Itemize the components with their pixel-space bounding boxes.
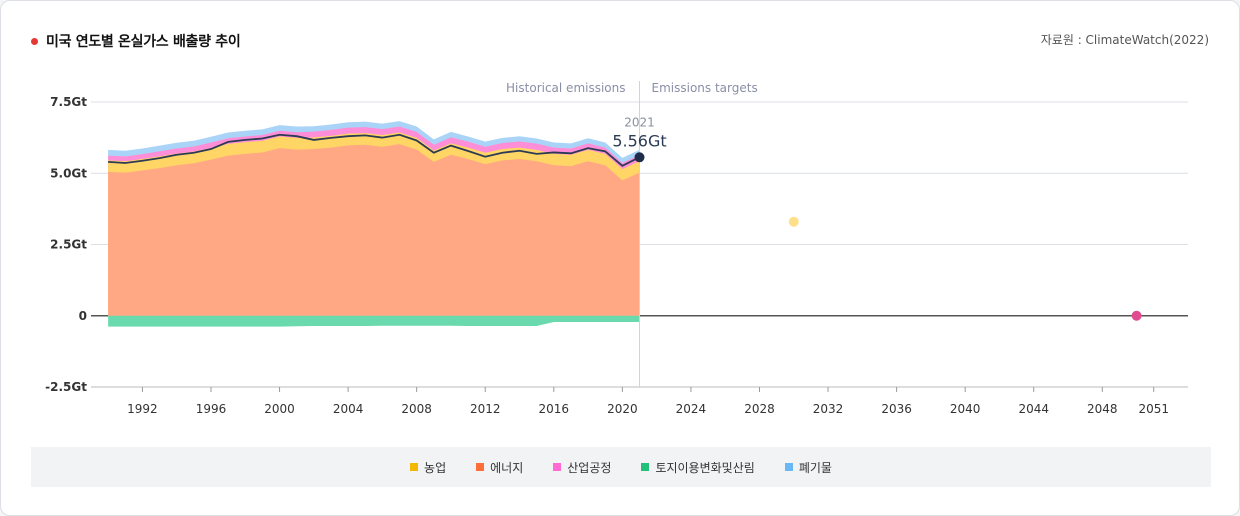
legend-item[interactable]: 에너지 — [476, 459, 523, 476]
x-tick-label: 2020 — [607, 402, 638, 416]
x-tick-label: 2012 — [470, 402, 501, 416]
y-tick-label: -2.5Gt — [45, 380, 87, 394]
highlight-point — [634, 152, 645, 163]
x-tick-label: 2016 — [539, 402, 570, 416]
legend-item[interactable]: 농업 — [410, 459, 446, 476]
y-tick-label: 7.5Gt — [50, 95, 87, 109]
x-tick-label: 1996 — [196, 402, 227, 416]
source-label: 자료원 : ClimateWatch(2022) — [1040, 33, 1209, 47]
y-tick-label: 5.0Gt — [50, 166, 87, 180]
x-tick-label: 2036 — [881, 402, 912, 416]
legend-label: 농업 — [424, 460, 447, 475]
legend-label: 에너지 — [490, 460, 524, 475]
net-total-line — [108, 133, 640, 167]
area-landuse — [108, 315, 640, 327]
x-tick-label: 2028 — [744, 402, 775, 416]
title-row: 미국 연도별 온실가스 배출량 추이 — [31, 31, 241, 51]
title-bullet-icon — [31, 37, 38, 45]
target-marker-2050 — [1131, 310, 1142, 321]
x-tick-label: 2040 — [950, 402, 981, 416]
legend-label: 토지이용변화및산림 — [655, 460, 755, 475]
legend-label: 산업공정 — [567, 460, 612, 475]
x-tick-label: 2008 — [401, 402, 432, 416]
y-tick-label: 0 — [79, 309, 87, 323]
legend-label: 폐기물 — [798, 460, 832, 475]
x-tick-label: 2024 — [676, 402, 707, 416]
legend-swatch-icon — [784, 463, 793, 471]
chart-title: 미국 연도별 온실가스 배출량 추이 — [46, 34, 241, 50]
legend-item[interactable]: 폐기물 — [784, 459, 832, 476]
x-tick-label: 2032 — [813, 402, 844, 416]
x-tick-label: 2044 — [1018, 402, 1049, 416]
x-tick-label: 2000 — [264, 402, 295, 416]
x-tick-label: 2004 — [333, 402, 364, 416]
legend-swatch-icon — [476, 463, 485, 471]
legend-swatch-icon — [641, 463, 650, 471]
highlight-year-label: 2021 — [624, 115, 655, 129]
legend-swatch-icon — [553, 463, 562, 471]
chart-legend: 농업 에너지 산업공정 토지이용변화및산림 폐기물 — [31, 447, 1211, 487]
x-tick-label: 1992 — [127, 402, 158, 416]
legend-item[interactable]: 산업공정 — [553, 459, 611, 476]
highlight-value-label: 5.56Gt — [612, 131, 666, 150]
y-tick-label: 2.5Gt — [50, 238, 87, 252]
legend-item[interactable]: 토지이용변화및산림 — [641, 459, 755, 476]
historical-label: Historical emissions — [506, 81, 625, 95]
legend-swatch-icon — [410, 463, 419, 471]
x-tick-label: 2051 — [1138, 402, 1169, 416]
targets-label: Emissions targets — [652, 81, 758, 95]
x-tick-label: 2048 — [1087, 402, 1118, 416]
target-marker-2030 — [788, 216, 799, 227]
area-energy — [108, 144, 640, 316]
